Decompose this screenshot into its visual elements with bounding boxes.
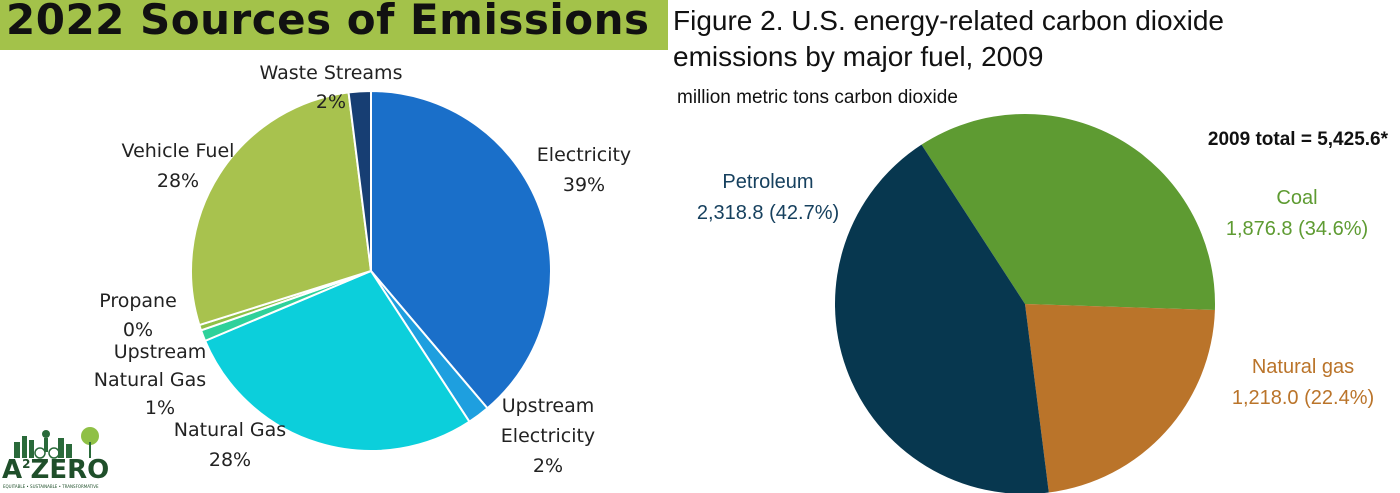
right-chart-total: 2009 total = 5,425.6* <box>1208 129 1389 150</box>
left-value-propane: 0% <box>123 319 153 341</box>
right-chart-title-line-2: emissions by major fuel, 2009 <box>673 41 1043 72</box>
right-value-natural-gas: 1,218.0 (22.4%) <box>1232 387 1374 409</box>
right-chart-subtitle: million metric tons carbon dioxide <box>677 87 958 108</box>
right-pie-labels: Coal 1,876.8 (34.6%) Natural gas 1,218.0 (2… <box>697 171 1374 409</box>
right-label-coal: Coal <box>1276 187 1317 209</box>
right-value-coal: 1,876.8 (34.6%) <box>1226 218 1368 240</box>
logo-skyline-icon <box>14 427 99 459</box>
left-pie-labels: Electricity 39% Upstream Electricity 2% Natur… <box>94 62 631 477</box>
left-value-natural-gas: 28% <box>209 449 251 471</box>
left-value-upstream-electricity: 2% <box>533 455 563 477</box>
left-value-upstream-natural-gas: 1% <box>145 397 175 419</box>
left-label-upstream-natural-gas-line-1: Upstream <box>114 341 207 363</box>
right-label-petroleum: Petroleum <box>722 171 813 193</box>
left-slice-waste-streams <box>347 89 372 272</box>
right-slice-petroleum <box>835 144 1049 493</box>
right-value-petroleum: 2,318.8 (42.7%) <box>697 202 839 224</box>
left-pie <box>190 89 552 452</box>
right-label-natural-gas: Natural gas <box>1252 356 1354 378</box>
title-banner: 2022 Sources of Emissions <box>0 0 668 50</box>
right-slice-natural-gas <box>1025 304 1215 493</box>
left-label-upstream-electricity-line-2: Electricity <box>501 425 595 447</box>
right-pie <box>835 113 1216 493</box>
left-chart-title: 2022 Sources of Emissions <box>6 0 650 44</box>
a2zero-logo: A2ZERO EQUITABLE • SUSTAINABLE • TRANSFO… <box>0 420 110 490</box>
left-slice-vehicle-fuel <box>190 91 373 327</box>
left-label-electricity-line-1: Electricity <box>537 144 631 166</box>
logo-wordmark: A2ZERO <box>2 455 110 485</box>
left-label-upstream-natural-gas-line-2: Natural Gas <box>94 369 206 391</box>
left-slice-natural-gas <box>203 269 471 452</box>
left-value-waste-streams: 2% <box>316 91 346 113</box>
left-label-upstream-electricity-line-1: Upstream <box>502 395 595 417</box>
left-value-electricity: 39% <box>563 174 605 196</box>
left-slice-electricity <box>370 89 552 410</box>
right-chart-title-line-1: Figure 2. U.S. energy-related carbon dio… <box>673 5 1224 36</box>
left-label-vehicle-fuel-line-1: Vehicle Fuel <box>122 140 235 162</box>
left-label-natural-gas-line-1: Natural Gas <box>174 419 286 441</box>
left-value-vehicle-fuel: 28% <box>157 170 199 192</box>
left-label-waste-streams-line-1: Waste Streams <box>260 62 403 84</box>
logo-tagline: EQUITABLE • SUSTAINABLE • TRANSFORMATIVE <box>3 484 99 489</box>
left-label-propane-line-1: Propane <box>99 290 177 312</box>
right-slice-coal <box>921 113 1216 310</box>
